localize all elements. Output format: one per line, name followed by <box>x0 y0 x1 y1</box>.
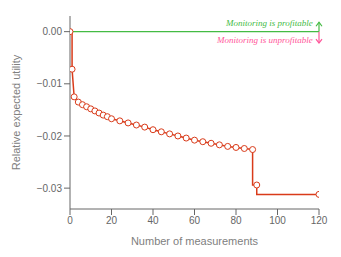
svg-text:−0.03: −0.03 <box>37 183 63 194</box>
svg-text:20: 20 <box>106 215 118 226</box>
svg-text:−0.01: −0.01 <box>37 78 63 89</box>
svg-text:Number of measurements: Number of measurements <box>131 235 259 247</box>
svg-text:80: 80 <box>230 215 242 226</box>
svg-text:Monitoring is profitable: Monitoring is profitable <box>225 18 313 28</box>
svg-text:Monitoring is unprofitable: Monitoring is unprofitable <box>216 35 313 45</box>
svg-text:40: 40 <box>147 215 159 226</box>
svg-text:100: 100 <box>269 215 286 226</box>
svg-text:120: 120 <box>311 215 328 226</box>
svg-text:Relative expected utility: Relative expected utility <box>10 54 22 170</box>
svg-text:−0.02: −0.02 <box>37 131 63 142</box>
svg-text:60: 60 <box>189 215 201 226</box>
svg-text:0.00: 0.00 <box>43 26 63 37</box>
svg-text:0: 0 <box>67 215 73 226</box>
